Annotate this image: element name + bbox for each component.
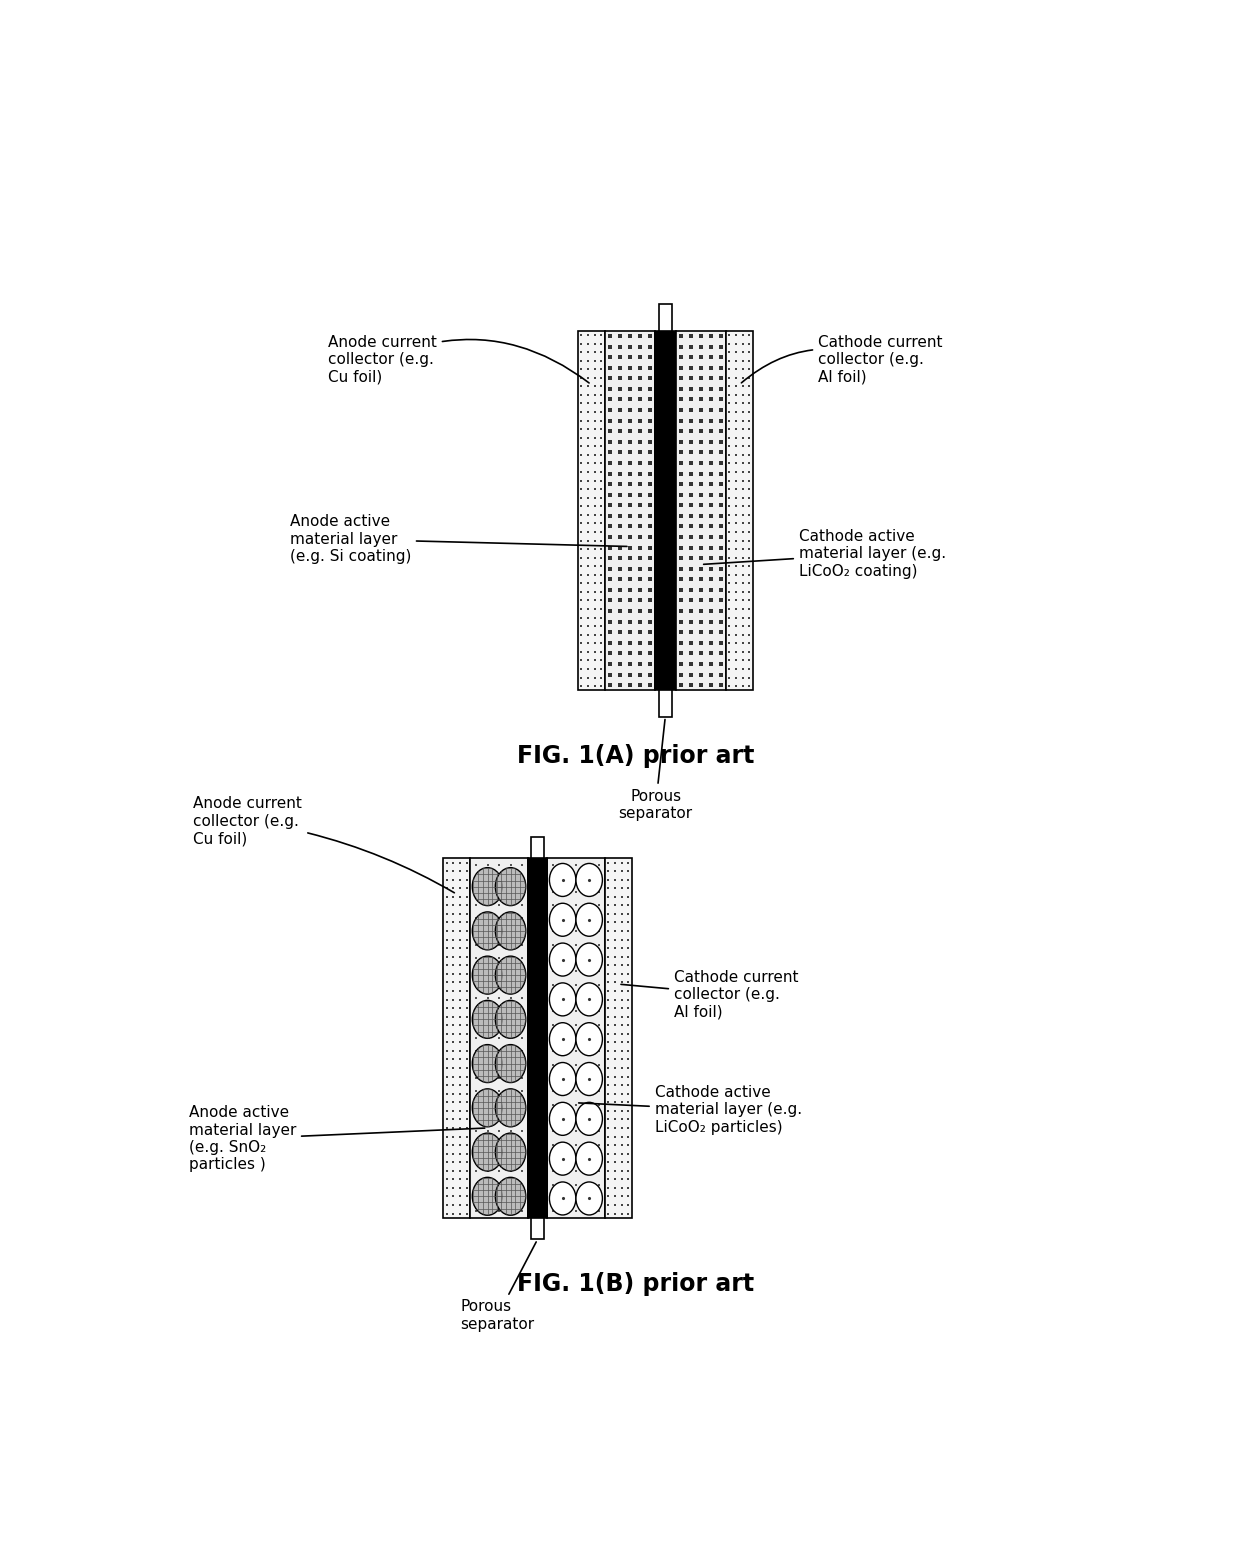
Bar <box>444 858 470 1218</box>
Text: Anode active
material layer
(e.g. Si coating): Anode active material layer (e.g. Si coa… <box>290 514 627 564</box>
Circle shape <box>575 864 603 897</box>
Circle shape <box>472 956 502 993</box>
Circle shape <box>549 982 575 1015</box>
Bar <box>658 304 672 330</box>
Circle shape <box>495 1133 526 1171</box>
Circle shape <box>495 1045 526 1082</box>
Circle shape <box>549 903 575 936</box>
Bar <box>531 836 544 858</box>
Circle shape <box>575 1143 603 1176</box>
Text: Porous
separator: Porous separator <box>619 719 693 821</box>
Circle shape <box>575 1102 603 1135</box>
Bar <box>531 1218 544 1239</box>
Circle shape <box>549 1102 575 1135</box>
Circle shape <box>472 1000 502 1039</box>
Text: Cathode active
material layer (e.g.
LiCoO₂ particles): Cathode active material layer (e.g. LiCo… <box>579 1085 802 1135</box>
Circle shape <box>472 1133 502 1171</box>
Circle shape <box>549 1143 575 1176</box>
Text: Cathode current
collector (e.g.
Al foil): Cathode current collector (e.g. Al foil) <box>621 970 799 1020</box>
Circle shape <box>549 1023 575 1056</box>
Circle shape <box>575 944 603 976</box>
Bar <box>605 858 631 1218</box>
Text: Anode active
material layer
(e.g. SnO₂
particles ): Anode active material layer (e.g. SnO₂ p… <box>188 1105 485 1172</box>
Circle shape <box>549 1182 575 1214</box>
Bar <box>676 330 725 690</box>
Circle shape <box>575 1062 603 1096</box>
Circle shape <box>472 1088 502 1127</box>
Circle shape <box>495 956 526 993</box>
Bar <box>725 330 753 690</box>
Bar <box>547 858 605 1218</box>
Bar <box>470 858 528 1218</box>
Circle shape <box>575 903 603 936</box>
Circle shape <box>549 1062 575 1096</box>
Circle shape <box>495 1000 526 1039</box>
Circle shape <box>472 1177 502 1216</box>
Circle shape <box>549 864 575 897</box>
Bar <box>578 330 605 690</box>
Circle shape <box>575 1023 603 1056</box>
Text: Anode current
collector (e.g.
Cu foil): Anode current collector (e.g. Cu foil) <box>327 335 589 385</box>
Circle shape <box>472 867 502 906</box>
Circle shape <box>495 867 526 906</box>
Circle shape <box>472 912 502 950</box>
Text: FIG. 1(A) prior art: FIG. 1(A) prior art <box>517 744 754 768</box>
Circle shape <box>472 1045 502 1082</box>
Bar <box>655 330 676 690</box>
Text: Cathode active
material layer (e.g.
LiCoO₂ coating): Cathode active material layer (e.g. LiCo… <box>703 529 946 579</box>
Bar <box>605 330 655 690</box>
Circle shape <box>549 944 575 976</box>
Bar <box>658 690 672 716</box>
Circle shape <box>575 1182 603 1214</box>
Text: FIG. 1(B) prior art: FIG. 1(B) prior art <box>517 1272 754 1295</box>
Text: Porous
separator: Porous separator <box>460 1242 536 1331</box>
Circle shape <box>495 1177 526 1216</box>
Circle shape <box>495 1088 526 1127</box>
Circle shape <box>495 912 526 950</box>
Text: Cathode current
collector (e.g.
Al foil): Cathode current collector (e.g. Al foil) <box>742 335 942 385</box>
Bar <box>528 858 547 1218</box>
Text: Anode current
collector (e.g.
Cu foil): Anode current collector (e.g. Cu foil) <box>193 797 454 892</box>
Circle shape <box>575 982 603 1015</box>
